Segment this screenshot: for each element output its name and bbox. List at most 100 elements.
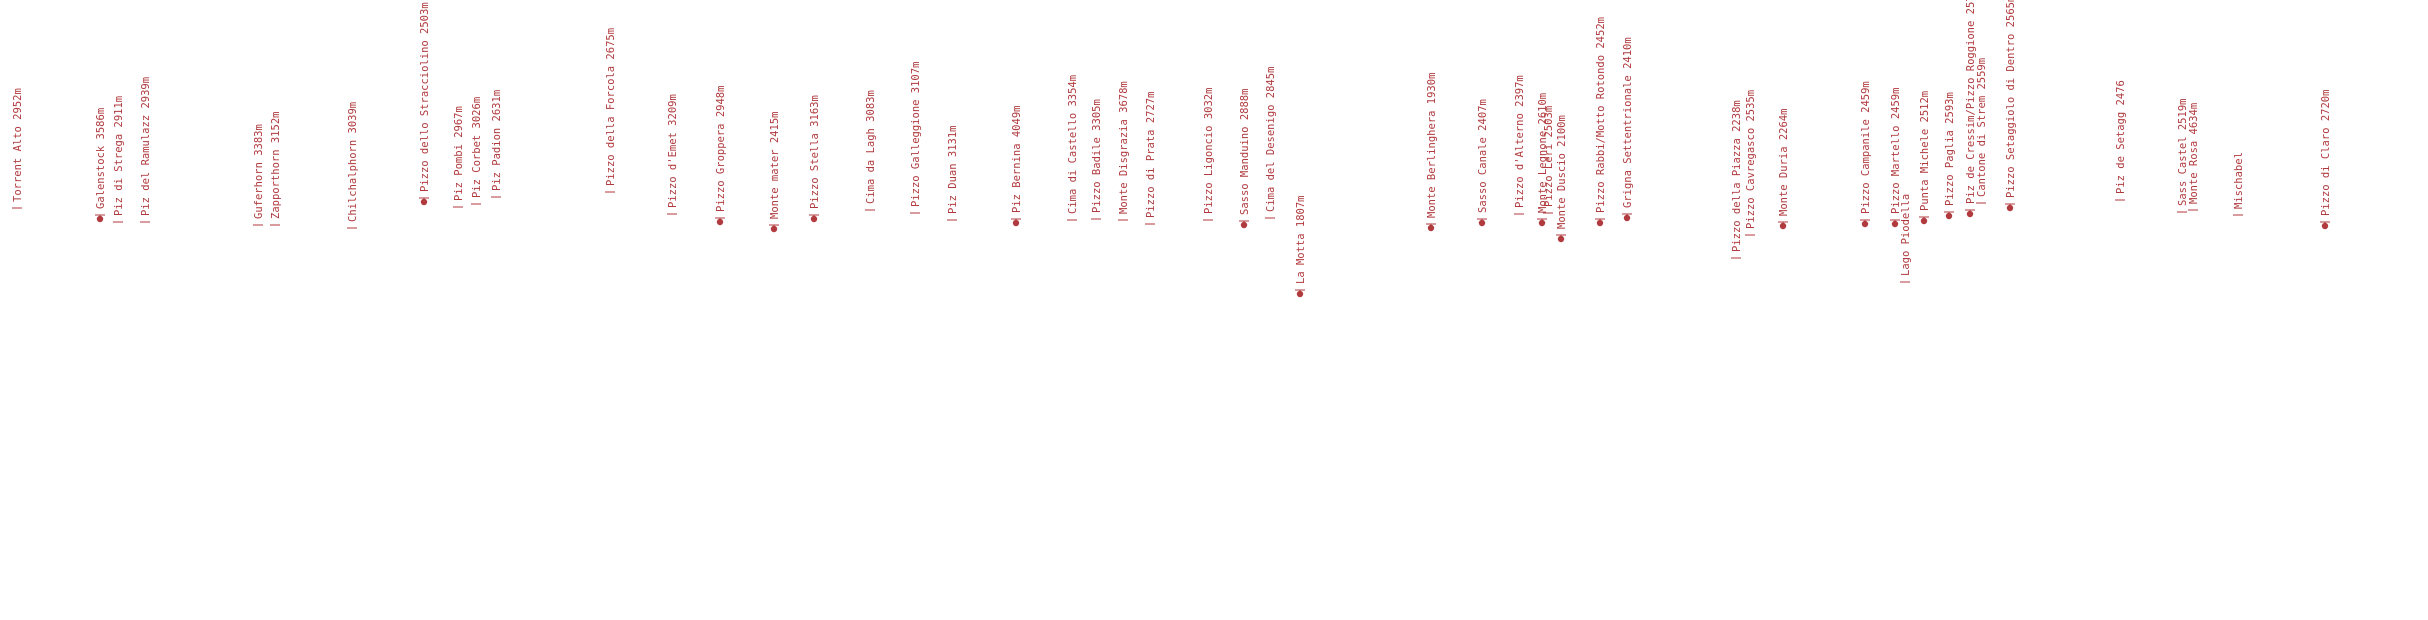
peak-marker: Pizzo Paglia 2593m xyxy=(1944,92,1956,220)
peak-label: Pizzo Campanile 2459m xyxy=(1860,81,1872,214)
peak-marker: Pizzo Campanile 2459m xyxy=(1860,81,1872,228)
peak-label: Pizzo Ligoncio 3032m xyxy=(1203,88,1215,214)
peak-marker: Pizzo Stella 3163m xyxy=(809,95,821,223)
peak-marker: Pizzo della Forcola 2675m xyxy=(605,28,617,193)
peak-marker: Piz Bernina 4049m xyxy=(1011,106,1023,227)
peak-label: Piz de Cressim/Pizzo Roggione 2575m xyxy=(1965,0,1977,204)
peak-label: Zapporthorn 3152m xyxy=(270,112,282,219)
peak-label: Pizzo d'Alterno 2397m xyxy=(1514,75,1526,208)
peak-label: Torrent Alto 2952m xyxy=(12,88,24,202)
peak-label: Pizzo di Claro 2720m xyxy=(2320,90,2332,216)
peak-marker: Pizzo Groppera 2948m xyxy=(715,86,727,226)
peak-label: Pizzo Leri 2503m xyxy=(1543,106,1555,207)
peak-marker: Piz Pombi 2967m xyxy=(453,106,465,208)
peak-marker: Pizzo di Claro 2720m xyxy=(2320,90,2332,230)
peak-marker: Pizzo Rabbi/Motto Rotondo 2452m xyxy=(1595,17,1607,227)
peak-label: Pizzo Rabbi/Motto Rotondo 2452m xyxy=(1595,17,1607,213)
peak-marker: Piz Corbet 3026m xyxy=(471,97,483,205)
peak-label: Piz Padion 2631m xyxy=(491,90,503,191)
peak-label: Pizzo Galleggione 3107m xyxy=(910,62,922,207)
peak-marker: Cima da Lagh 3083m xyxy=(865,90,877,211)
peak-label: Piz de Setagg 2476 xyxy=(2115,80,2127,194)
peak-label: Galenstock 3586m xyxy=(95,108,107,209)
peak-label: Pizzo Cavregasco 2535m xyxy=(1745,90,1757,229)
peak-label: Guferhorn 3383m xyxy=(253,124,265,219)
peak-label: Pizzo di Prata 2727m xyxy=(1145,92,1157,218)
peak-label: Pizzo dello Stracciolino 2503m xyxy=(419,2,431,192)
peak-marker: Cima di Castello 3354m xyxy=(1067,75,1079,221)
peak-label: Pizzo Martello 2459m xyxy=(1890,88,1902,214)
peak-label: Pizzo Setaggiolo di Dentro 2565m xyxy=(2005,0,2017,198)
peak-label: Piz Pombi 2967m xyxy=(453,106,465,201)
peak-label: Piz del Ramulazz 2939m xyxy=(140,77,152,216)
peak-marker: Pizzo di Prata 2727m xyxy=(1145,92,1157,225)
peak-label: Pizzo Groppera 2948m xyxy=(715,86,727,212)
peak-marker: Piz Padion 2631m xyxy=(491,90,503,198)
peak-marker: Pizzo Cavregasco 2535m xyxy=(1745,90,1757,236)
peak-marker: Piz de Setagg 2476 xyxy=(2115,80,2127,201)
peak-label: Piz Bernina 4049m xyxy=(1011,106,1023,213)
peak-label: Cima di Castello 3354m xyxy=(1067,75,1079,214)
peak-label: Cantone di Strem 2559m xyxy=(1976,58,1988,197)
peak-marker: Galenstock 3586m xyxy=(95,108,107,223)
peak-marker: Pizzo Leri 2503m xyxy=(1543,106,1555,214)
peak-marker: Pizzo Badile 3305m xyxy=(1091,99,1103,220)
peak-label: La Motta 1807m xyxy=(1295,195,1307,284)
peak-label: Grigna Settentrionale 2410m xyxy=(1622,37,1634,208)
peak-label: Monte mater 2415m xyxy=(769,112,781,219)
peak-label: Pizzo della Forcola 2675m xyxy=(605,28,617,186)
peak-marker: Pizzo Ligoncio 3032m xyxy=(1203,88,1215,221)
peak-marker: Pizzo d'Emet 3209m xyxy=(667,94,679,215)
peak-label: Piz di Strega 2911m xyxy=(113,96,125,216)
peak-label: Monte Disgrazia 3678m xyxy=(1118,81,1130,214)
peak-label: Sasso Manduino 2888m xyxy=(1239,89,1251,215)
peak-marker: Grigna Settentrionale 2410m xyxy=(1622,37,1634,222)
peak-label: Monte Duria 2264m xyxy=(1778,109,1790,216)
peak-marker: Monte Legnone 2610m xyxy=(1537,93,1549,227)
peak-marker: Sass Castel 2519m xyxy=(2177,99,2189,213)
peak-marker: Monte Duscio 2100m xyxy=(1556,115,1568,243)
peak-marker: Cantone di Strem 2559m xyxy=(1976,58,1988,204)
peak-label: Cima del Desenigo 2845m xyxy=(1265,67,1277,212)
peak-marker: La Motta 1807m xyxy=(1295,195,1307,298)
peak-label: Punta Michele 2512m xyxy=(1919,91,1931,211)
peak-marker: Sasso Manduino 2888m xyxy=(1239,89,1251,229)
peak-marker: Piz del Ramulazz 2939m xyxy=(140,77,152,223)
peak-marker: Mischabel xyxy=(2233,152,2245,216)
peak-label: Pizzo Paglia 2593m xyxy=(1944,92,1956,206)
peak-marker: Piz di Strega 2911m xyxy=(113,96,125,223)
peak-label: Monte Duscio 2100m xyxy=(1556,115,1568,229)
peak-marker: Monte Rosa 4634m xyxy=(2188,103,2200,211)
peak-marker: Sasso Canale 2407m xyxy=(1477,99,1489,227)
peak-marker: Lago Piodella xyxy=(1900,194,1912,283)
peak-label: Mischabel xyxy=(2233,152,2245,209)
peak-label: Piz Duan 3131m xyxy=(947,125,959,214)
peak-marker: Pizzo Martello 2459m xyxy=(1890,88,1902,228)
peak-label: Monte Rosa 4634m xyxy=(2188,103,2200,204)
peak-label: Sass Castel 2519m xyxy=(2177,99,2189,206)
peak-marker: Pizzo Galleggione 3107m xyxy=(910,62,922,214)
peak-label: Chilchalphorn 3039m xyxy=(347,102,359,222)
peak-marker: Guferhorn 3383m xyxy=(253,124,265,226)
peak-label: Pizzo d'Emet 3209m xyxy=(667,94,679,208)
peak-marker: Monte mater 2415m xyxy=(769,112,781,233)
peak-marker: Monte Duria 2264m xyxy=(1778,109,1790,230)
peak-marker: Pizzo della Piazza 2238m xyxy=(1731,100,1743,259)
peak-marker: Monte Berlinghera 1930m xyxy=(1426,73,1438,232)
peak-marker: Pizzo dello Stracciolino 2503m xyxy=(419,2,431,206)
peak-marker: Piz Duan 3131m xyxy=(947,125,959,221)
peak-label: Piz Corbet 3026m xyxy=(471,97,483,198)
peak-marker: Cima del Desenigo 2845m xyxy=(1265,67,1277,219)
peak-marker: Pizzo d'Alterno 2397m xyxy=(1514,75,1526,215)
peak-label: Pizzo della Piazza 2238m xyxy=(1731,100,1743,252)
peak-marker: Pizzo Setaggiolo di Dentro 2565m xyxy=(2005,0,2017,212)
peak-marker: Chilchalphorn 3039m xyxy=(347,102,359,229)
peak-label: Pizzo Stella 3163m xyxy=(809,95,821,209)
peak-label: Monte Berlinghera 1930m xyxy=(1426,73,1438,218)
peak-label: Pizzo Badile 3305m xyxy=(1091,99,1103,213)
peak-marker: Piz de Cressim/Pizzo Roggione 2575m xyxy=(1965,0,1977,218)
peak-marker: Zapporthorn 3152m xyxy=(270,112,282,226)
peak-marker: Torrent Alto 2952m xyxy=(12,88,24,209)
peak-marker: Punta Michele 2512m xyxy=(1919,91,1931,225)
